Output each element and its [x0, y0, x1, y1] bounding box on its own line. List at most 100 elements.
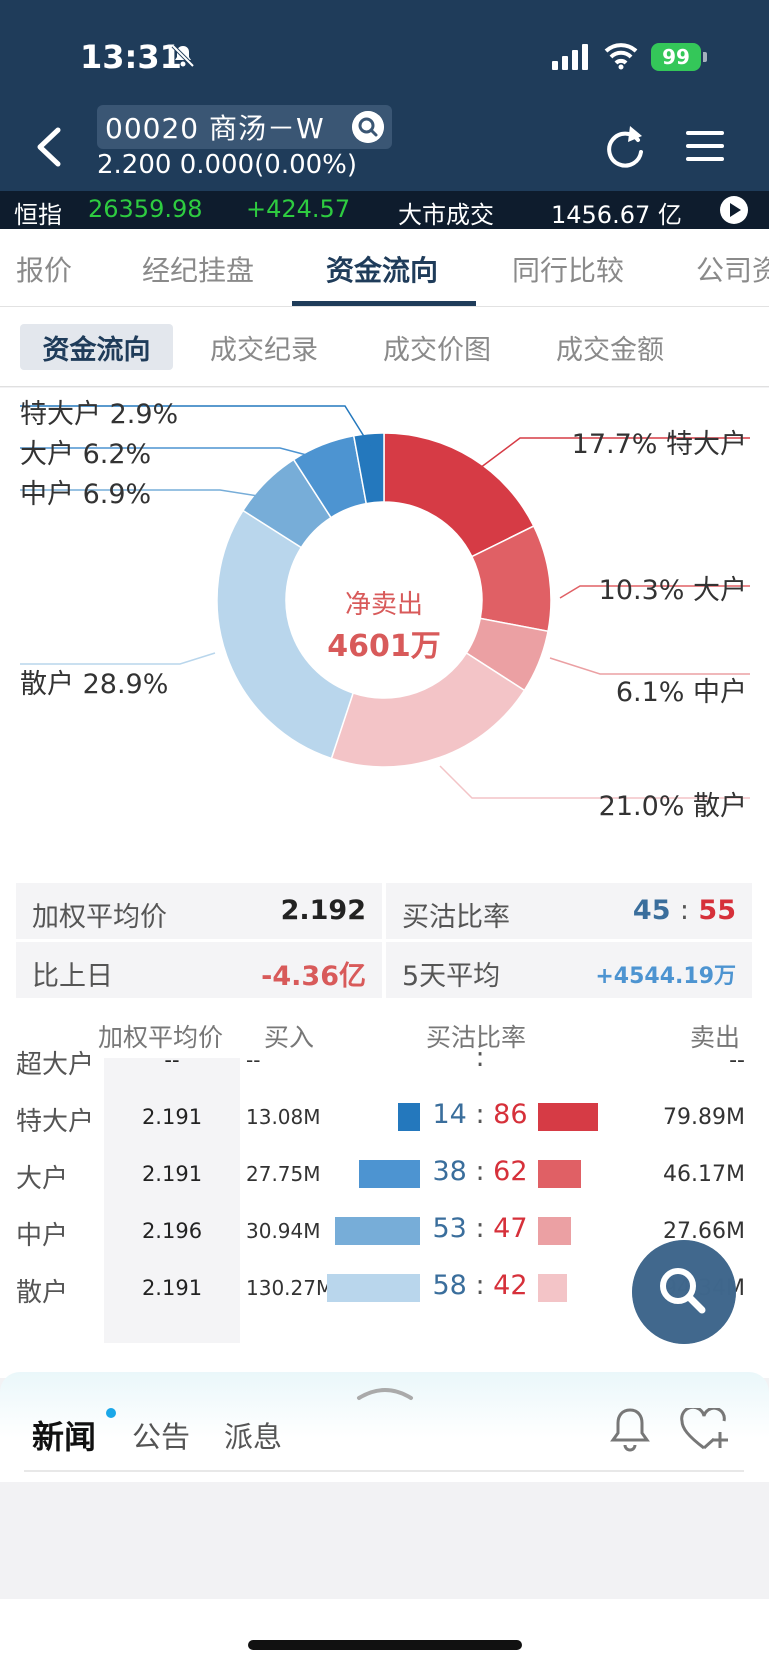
stat-buy-sell-ratio: 买沽比率 45 : 55 [386, 883, 752, 939]
news-tab-announcements[interactable]: 公告 [132, 1420, 191, 1454]
stat-avg5-value: +4544.19万 [595, 964, 736, 989]
row-ratio-colon: : [475, 1156, 485, 1187]
subtab-price-chart[interactable]: 成交价图 [383, 334, 491, 366]
stock-title: 00020 商汤－W [105, 112, 325, 145]
row-ratio: 38 : 62 [410, 1156, 550, 1187]
subtab-trade-records[interactable]: 成交纪录 [210, 334, 318, 366]
row-ratio-buy: 58 [432, 1270, 467, 1301]
stock-price-line: 2.200 0.000(0.00%) [97, 150, 358, 180]
subtab-trade-amount[interactable]: 成交金额 [556, 334, 664, 366]
floating-search-button[interactable] [632, 1240, 736, 1344]
stat-ratio-buy: 45 [632, 895, 671, 926]
battery-level: 99 [662, 45, 690, 69]
market-ticker: 恒指 26359.98 +424.57 大市成交 1456.67 亿 [0, 191, 769, 229]
row-ratio-colon: : [475, 1042, 485, 1073]
row-buy: -- [246, 1048, 261, 1072]
row-sell: 46.17M [663, 1162, 745, 1187]
leader-line-xl-left [20, 405, 371, 447]
leader-line-l-left [20, 447, 319, 459]
row-buy-bar [397, 1103, 420, 1131]
table-row: 特大户 2.191 13.08M 14 : 86 79.89M [0, 1093, 769, 1149]
menu-icon[interactable] [686, 128, 724, 164]
row-ratio: 14 : 86 [410, 1099, 550, 1130]
back-button[interactable] [30, 122, 70, 172]
money-flow-donut-chart [20, 405, 750, 799]
row-avg: 2.191 [141, 1105, 203, 1129]
cellular-signal-icon [552, 44, 588, 70]
donut-slice-4 [216, 509, 355, 760]
leader-line-m-right [549, 657, 750, 675]
tab-broker-queue[interactable]: 经纪挂盘 [142, 254, 255, 287]
app-header: 13:31 99 00020 商汤－W 2.200 0.000(0.00%) [0, 0, 769, 191]
news-tab-news[interactable]: 新闻 [32, 1418, 97, 1456]
stat-vs-prev-day: 比上日 -4.36亿 [16, 942, 382, 998]
row-name: 超大户 [16, 1050, 95, 1080]
row-buy-bar [335, 1217, 420, 1245]
bell-icon[interactable] [608, 1406, 652, 1454]
label-m-right: 6.1% 中户 [615, 677, 747, 708]
stat-ratio-colon: : [679, 895, 690, 926]
row-buy: 27.75M [246, 1162, 321, 1186]
row-sell-bar [538, 1217, 571, 1245]
expand-handle-icon[interactable] [355, 1382, 415, 1402]
play-icon[interactable] [720, 196, 748, 224]
label-l-left: 大户 6.2% [20, 439, 152, 470]
active-tab-indicator [292, 301, 476, 306]
donut-slice-3 [330, 651, 526, 768]
leader-line-retail-right [439, 765, 750, 799]
row-sell: 27.66M [663, 1219, 745, 1244]
row-sell: 79.89M [663, 1105, 745, 1130]
refresh-icon[interactable] [602, 122, 648, 172]
subtab-money-flow[interactable]: 资金流向 [20, 324, 173, 370]
home-indicator[interactable] [248, 1640, 522, 1650]
row-ratio-buy: 14 [432, 1099, 467, 1130]
col-head-weighted-avg: 加权平均价 [98, 1023, 224, 1052]
summary-stats: 加权平均价 2.192 买沽比率 45 : 55 比上日 -4.36亿 5天平均… [16, 883, 753, 998]
row-name: 特大户 [16, 1107, 95, 1137]
news-panel: 新闻 公告 派息 [0, 1372, 769, 1482]
row-ratio-sell: 62 [493, 1156, 528, 1187]
news-tab-dividends[interactable]: 派息 [224, 1420, 283, 1454]
turnover-value: 1456.67 亿 [551, 201, 682, 229]
row-ratio-sell: 42 [493, 1270, 528, 1301]
news-list-area [0, 1482, 769, 1599]
bottom-safe-area [0, 1599, 769, 1665]
label-l-right: 10.3% 大户 [598, 575, 747, 606]
stat-prev-value: -4.36亿 [261, 961, 366, 992]
row-name: 大户 [16, 1164, 69, 1194]
row-ratio-colon: : [475, 1270, 485, 1301]
index-name: 恒指 [14, 201, 62, 229]
tab-peer-comparison[interactable]: 同行比较 [512, 254, 625, 287]
row-ratio-buy: 53 [432, 1213, 467, 1244]
row-sell-bar [538, 1160, 582, 1188]
stat-weighted-avg-value: 2.192 [280, 895, 366, 926]
row-sell-bar [538, 1274, 568, 1302]
leader-line-retail-left [20, 652, 216, 665]
tab-company-info[interactable]: 公司资 [696, 254, 769, 287]
avg-column-bg [104, 1058, 240, 1343]
row-buy: 130.27M [246, 1276, 334, 1300]
row-buy: 13.08M [246, 1105, 321, 1129]
row-buy: 30.94M [246, 1219, 321, 1243]
table-row: 超大户 -- -- : -- [0, 1036, 769, 1092]
stat-weighted-avg-label: 加权平均价 [32, 902, 167, 933]
tab-money-flow[interactable]: 资金流向 [326, 254, 439, 287]
row-avg: 2.196 [141, 1219, 203, 1243]
search-icon[interactable] [352, 111, 384, 143]
tab-quote[interactable]: 报价 [16, 254, 73, 287]
donut-center-title: 净卖出 [344, 590, 423, 620]
status-time: 13:31 [80, 38, 182, 76]
label-m-left: 中户 6.9% [20, 479, 152, 510]
row-ratio: : [410, 1042, 550, 1073]
stock-search-box[interactable]: 00020 商汤－W [97, 105, 392, 149]
col-head-sell: 卖出 [690, 1023, 741, 1052]
row-ratio-buy: 38 [432, 1156, 467, 1187]
index-change: +424.57 [246, 195, 351, 223]
row-buy-bar [359, 1160, 420, 1188]
turnover-label: 大市成交 [398, 201, 494, 229]
donut-slice-7 [352, 432, 385, 505]
index-value: 26359.98 [88, 195, 203, 223]
leader-line-l-right [559, 585, 750, 599]
add-to-watchlist-icon[interactable] [680, 1408, 730, 1452]
